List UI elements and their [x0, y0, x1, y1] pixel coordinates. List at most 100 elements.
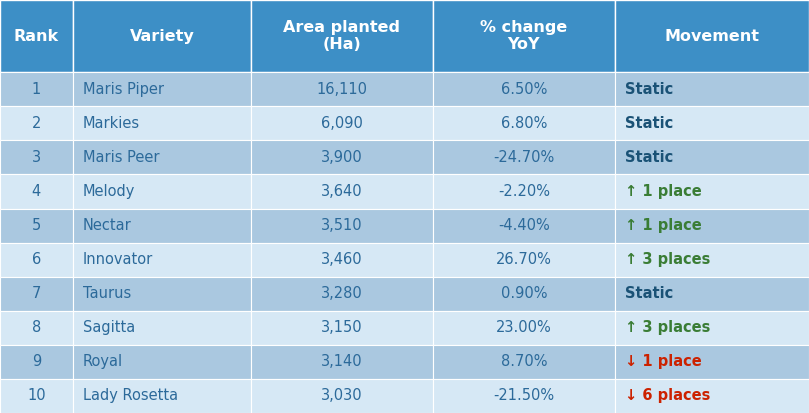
Text: Maris Peer: Maris Peer [83, 150, 159, 165]
FancyBboxPatch shape [0, 107, 73, 140]
Text: -4.40%: -4.40% [498, 218, 549, 233]
FancyBboxPatch shape [251, 243, 433, 277]
Text: 5: 5 [32, 218, 41, 233]
FancyBboxPatch shape [433, 379, 615, 413]
FancyBboxPatch shape [433, 140, 615, 174]
FancyBboxPatch shape [251, 0, 433, 72]
Text: Static: Static [625, 286, 673, 301]
Text: 16,110: 16,110 [316, 82, 367, 97]
FancyBboxPatch shape [433, 107, 615, 140]
Text: 10: 10 [27, 389, 46, 404]
Text: 6.80%: 6.80% [501, 116, 547, 131]
Text: 9: 9 [32, 354, 41, 369]
FancyBboxPatch shape [433, 311, 615, 345]
FancyBboxPatch shape [73, 140, 251, 174]
Text: 6: 6 [32, 252, 41, 267]
FancyBboxPatch shape [615, 311, 809, 345]
FancyBboxPatch shape [433, 174, 615, 209]
Text: 3,280: 3,280 [321, 286, 362, 301]
FancyBboxPatch shape [615, 72, 809, 107]
Text: Static: Static [625, 82, 673, 97]
FancyBboxPatch shape [0, 311, 73, 345]
Text: 26.70%: 26.70% [496, 252, 552, 267]
Text: Nectar: Nectar [83, 218, 131, 233]
FancyBboxPatch shape [433, 0, 615, 72]
Text: 3,140: 3,140 [321, 354, 362, 369]
Text: -2.20%: -2.20% [498, 184, 550, 199]
FancyBboxPatch shape [615, 140, 809, 174]
Text: 7: 7 [32, 286, 41, 301]
FancyBboxPatch shape [73, 209, 251, 243]
Text: ↓ 6 places: ↓ 6 places [625, 389, 710, 404]
Text: Royal: Royal [83, 354, 123, 369]
Text: 4: 4 [32, 184, 41, 199]
FancyBboxPatch shape [251, 379, 433, 413]
Text: Variety: Variety [129, 28, 194, 44]
Text: -21.50%: -21.50% [493, 389, 554, 404]
Text: Static: Static [625, 150, 673, 165]
Text: 6.50%: 6.50% [501, 82, 547, 97]
Text: 8.70%: 8.70% [501, 354, 547, 369]
FancyBboxPatch shape [73, 0, 251, 72]
FancyBboxPatch shape [0, 277, 73, 311]
FancyBboxPatch shape [0, 243, 73, 277]
FancyBboxPatch shape [251, 174, 433, 209]
Text: 8: 8 [32, 320, 41, 335]
Text: ↑ 3 places: ↑ 3 places [625, 320, 710, 335]
Text: 3,460: 3,460 [321, 252, 362, 267]
Text: 6,090: 6,090 [321, 116, 362, 131]
FancyBboxPatch shape [73, 277, 251, 311]
FancyBboxPatch shape [615, 0, 809, 72]
FancyBboxPatch shape [0, 140, 73, 174]
FancyBboxPatch shape [433, 72, 615, 107]
Text: 3,150: 3,150 [321, 320, 362, 335]
Text: Rank: Rank [14, 28, 59, 44]
FancyBboxPatch shape [0, 379, 73, 413]
FancyBboxPatch shape [251, 209, 433, 243]
FancyBboxPatch shape [0, 174, 73, 209]
Text: Innovator: Innovator [83, 252, 153, 267]
Text: Lady Rosetta: Lady Rosetta [83, 389, 178, 404]
FancyBboxPatch shape [0, 209, 73, 243]
Text: Melody: Melody [83, 184, 135, 199]
FancyBboxPatch shape [73, 107, 251, 140]
FancyBboxPatch shape [73, 379, 251, 413]
FancyBboxPatch shape [251, 72, 433, 107]
Text: % change
YoY: % change YoY [481, 20, 567, 52]
FancyBboxPatch shape [0, 0, 73, 72]
Text: 3,640: 3,640 [321, 184, 362, 199]
Text: Area planted
(Ha): Area planted (Ha) [283, 20, 400, 52]
FancyBboxPatch shape [73, 72, 251, 107]
FancyBboxPatch shape [73, 243, 251, 277]
FancyBboxPatch shape [615, 345, 809, 379]
Text: Taurus: Taurus [83, 286, 131, 301]
Text: 3,510: 3,510 [321, 218, 362, 233]
Text: Markies: Markies [83, 116, 140, 131]
Text: 3,900: 3,900 [321, 150, 362, 165]
Text: Static: Static [625, 116, 673, 131]
FancyBboxPatch shape [615, 243, 809, 277]
FancyBboxPatch shape [433, 277, 615, 311]
FancyBboxPatch shape [251, 107, 433, 140]
Text: 2: 2 [32, 116, 41, 131]
FancyBboxPatch shape [251, 311, 433, 345]
Text: 23.00%: 23.00% [496, 320, 552, 335]
Text: ↑ 1 place: ↑ 1 place [625, 218, 701, 233]
FancyBboxPatch shape [251, 345, 433, 379]
FancyBboxPatch shape [73, 174, 251, 209]
Text: Maris Piper: Maris Piper [83, 82, 163, 97]
FancyBboxPatch shape [615, 277, 809, 311]
FancyBboxPatch shape [615, 379, 809, 413]
Text: ↓ 1 place: ↓ 1 place [625, 354, 701, 369]
Text: ↑ 1 place: ↑ 1 place [625, 184, 701, 199]
Text: -24.70%: -24.70% [493, 150, 554, 165]
FancyBboxPatch shape [73, 311, 251, 345]
FancyBboxPatch shape [73, 345, 251, 379]
FancyBboxPatch shape [251, 277, 433, 311]
Text: 3: 3 [32, 150, 41, 165]
FancyBboxPatch shape [615, 107, 809, 140]
Text: Movement: Movement [664, 28, 760, 44]
Text: Sagitta: Sagitta [83, 320, 135, 335]
FancyBboxPatch shape [433, 243, 615, 277]
FancyBboxPatch shape [433, 209, 615, 243]
